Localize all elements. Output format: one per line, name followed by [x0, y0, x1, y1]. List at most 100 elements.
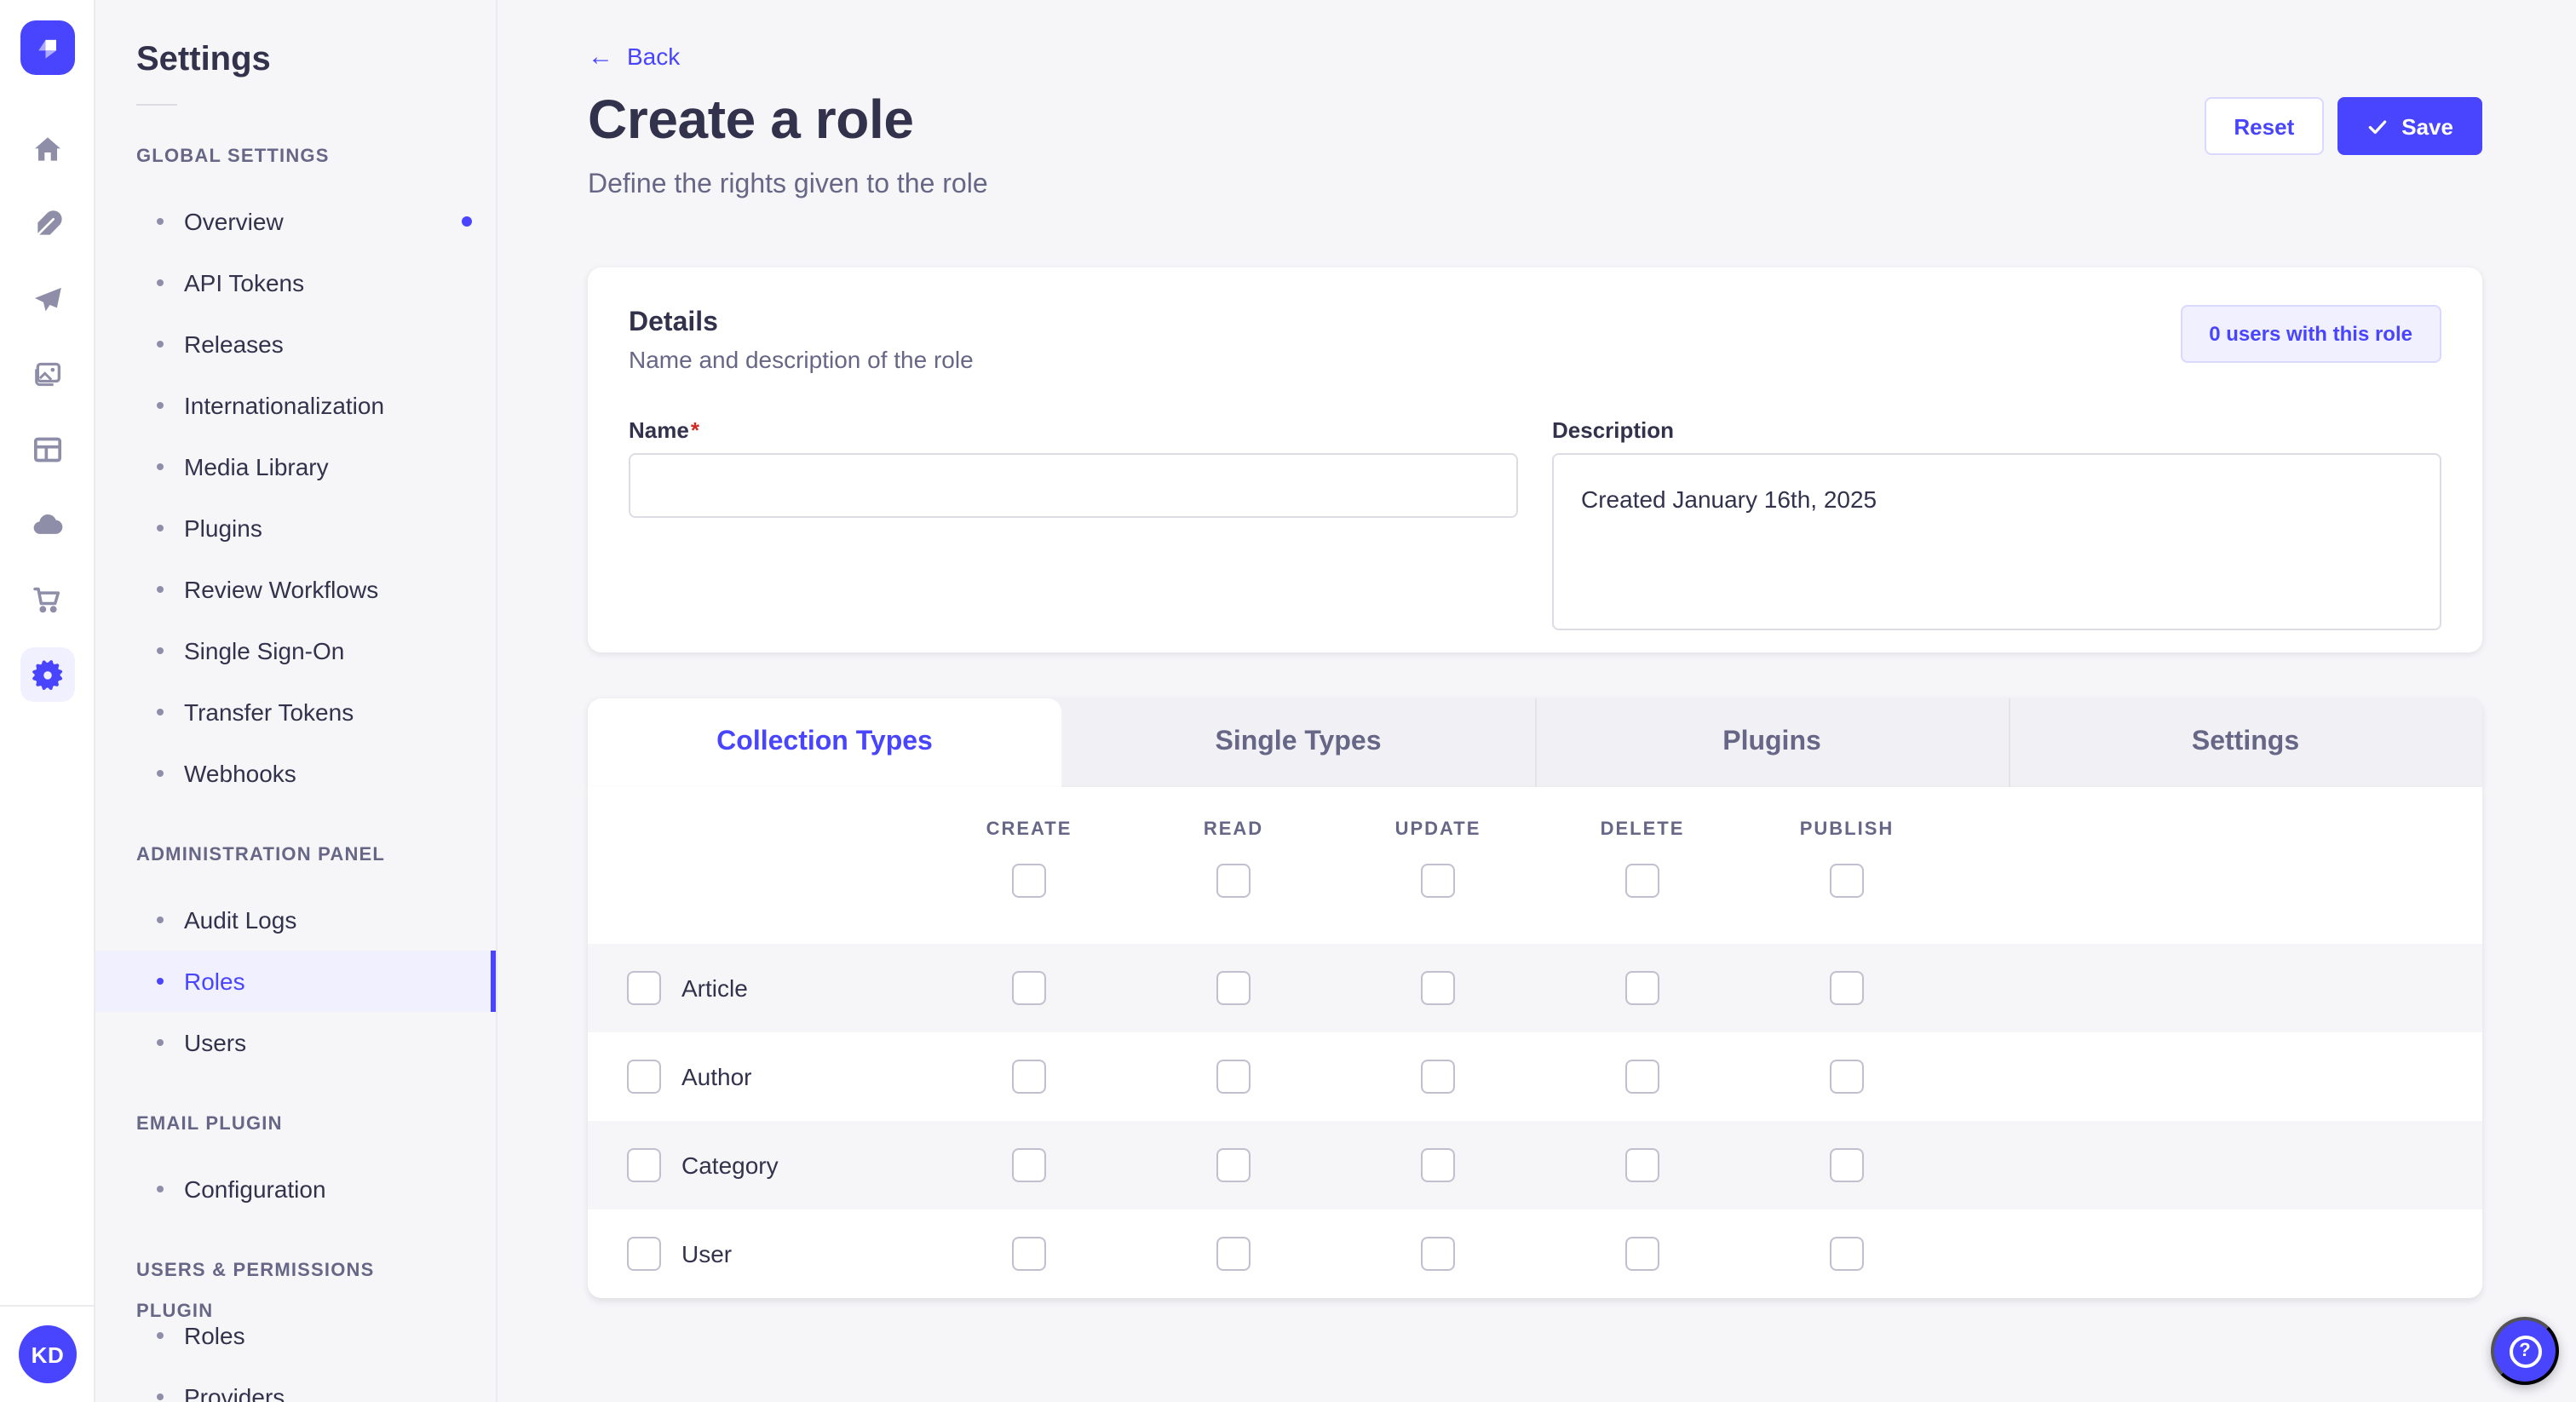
sidebar-item-label: Webhooks — [184, 760, 296, 787]
question-mark-icon: ? — [2509, 1335, 2541, 1367]
checkbox-user-create[interactable] — [1012, 1237, 1046, 1271]
save-button[interactable]: Save — [2337, 97, 2482, 155]
bullet-icon — [157, 341, 164, 348]
shopping-cart-icon[interactable] — [20, 572, 75, 627]
sidebar-item-users[interactable]: Users — [95, 1012, 496, 1073]
checkbox-author-update[interactable] — [1421, 1060, 1455, 1094]
sidebar-item-overview[interactable]: Overview — [95, 191, 496, 252]
select-all-cell — [927, 852, 1131, 910]
sidebar-item-configuration[interactable]: Configuration — [95, 1158, 496, 1220]
checkbox-user-update[interactable] — [1421, 1237, 1455, 1271]
checkbox-user-read[interactable] — [1216, 1237, 1251, 1271]
bullet-icon — [157, 709, 164, 715]
user-avatar[interactable]: KD — [19, 1325, 77, 1383]
sidebar-item-internationalization[interactable]: Internationalization — [95, 375, 496, 436]
description-textarea[interactable]: Created January 16th, 2025 — [1552, 453, 2441, 630]
description-field-group: Description Created January 16th, 2025 — [1552, 417, 2441, 639]
select-all-checkbox-delete[interactable] — [1625, 864, 1659, 898]
reset-button[interactable]: Reset — [2205, 97, 2324, 155]
row-checkbox-category[interactable] — [627, 1148, 661, 1182]
permission-cell — [1131, 1121, 1336, 1210]
checkbox-user-publish[interactable] — [1830, 1237, 1864, 1271]
checkbox-article-publish[interactable] — [1830, 971, 1864, 1005]
bullet-icon — [157, 916, 164, 923]
layout-icon[interactable] — [20, 422, 75, 477]
table-row-user: User — [588, 1210, 2482, 1298]
sidebar-item-webhooks[interactable]: Webhooks — [95, 743, 496, 804]
checkbox-category-create[interactable] — [1012, 1148, 1046, 1182]
column-header-update: UPDATE — [1394, 819, 1481, 840]
cloud-icon[interactable] — [20, 497, 75, 552]
permissions-select-all-row — [927, 852, 1949, 910]
sidebar-item-transfer-tokens[interactable]: Transfer Tokens — [95, 681, 496, 743]
back-link[interactable]: ← Back — [588, 43, 680, 70]
checkbox-category-update[interactable] — [1421, 1148, 1455, 1182]
sidebar-item-media-library[interactable]: Media Library — [95, 436, 496, 497]
checkbox-article-update[interactable] — [1421, 971, 1455, 1005]
select-all-cell — [1745, 852, 1949, 910]
permission-cell — [1131, 1210, 1336, 1298]
permission-cell — [927, 1210, 1131, 1298]
checkbox-category-delete[interactable] — [1625, 1148, 1659, 1182]
select-all-checkbox-update[interactable] — [1421, 864, 1455, 898]
permission-cell — [1540, 1032, 1745, 1121]
table-row-category: Category — [588, 1121, 2482, 1210]
checkbox-author-read[interactable] — [1216, 1060, 1251, 1094]
checkbox-article-create[interactable] — [1012, 971, 1046, 1005]
permission-cell — [927, 1032, 1131, 1121]
feather-icon[interactable] — [20, 198, 75, 252]
sidebar-item-label: Users — [184, 1029, 247, 1056]
details-card: Details Name and description of the role… — [588, 267, 2482, 652]
bullet-icon — [157, 647, 164, 654]
bullet-icon — [157, 770, 164, 777]
permission-cell — [1745, 944, 1949, 1032]
row-permission-cells — [927, 1032, 1949, 1121]
save-label: Save — [2401, 113, 2453, 139]
paper-plane-icon[interactable] — [20, 273, 75, 327]
sidebar-item-providers[interactable]: Providers — [95, 1366, 496, 1402]
checkbox-article-read[interactable] — [1216, 971, 1251, 1005]
tab-plugins[interactable]: Plugins — [1535, 698, 2009, 787]
row-checkbox-article[interactable] — [627, 971, 661, 1005]
checkbox-article-delete[interactable] — [1625, 971, 1659, 1005]
back-arrow-icon: ← — [588, 42, 613, 71]
column-header-delete: DELETE — [1600, 819, 1685, 840]
sidebar-item-label: Review Workflows — [184, 576, 379, 603]
select-all-cell — [1131, 852, 1336, 910]
sidebar-item-single-sign-on[interactable]: Single Sign-On — [95, 620, 496, 681]
help-button[interactable]: ? — [2491, 1317, 2559, 1385]
row-permission-cells — [927, 944, 1949, 1032]
details-subheading: Name and description of the role — [629, 346, 974, 373]
select-all-checkbox-create[interactable] — [1012, 864, 1046, 898]
home-icon[interactable] — [20, 123, 75, 177]
name-input[interactable] — [629, 453, 1518, 518]
sidebar-item-review-workflows[interactable]: Review Workflows — [95, 559, 496, 620]
tab-single-types[interactable]: Single Types — [1215, 727, 1382, 756]
strapi-logo[interactable] — [20, 20, 75, 75]
row-checkbox-author[interactable] — [627, 1060, 661, 1094]
bullet-icon — [157, 218, 164, 225]
settings-gear-icon[interactable] — [20, 647, 75, 702]
checkbox-category-publish[interactable] — [1830, 1148, 1864, 1182]
checkbox-author-create[interactable] — [1012, 1060, 1046, 1094]
media-library-icon[interactable] — [20, 348, 75, 402]
sidebar-item-releases[interactable]: Releases — [95, 313, 496, 375]
select-all-checkbox-read[interactable] — [1216, 864, 1251, 898]
checkbox-user-delete[interactable] — [1625, 1237, 1659, 1271]
sidebar-item-roles[interactable]: Roles — [95, 951, 496, 1012]
row-checkbox-user[interactable] — [627, 1237, 661, 1271]
tab-settings[interactable]: Settings — [2009, 698, 2482, 787]
select-all-cell — [1336, 852, 1540, 910]
column-header-publish: PUBLISH — [1799, 819, 1895, 840]
sidebar-item-plugins[interactable]: Plugins — [95, 497, 496, 559]
checkbox-author-delete[interactable] — [1625, 1060, 1659, 1094]
users-with-role-button[interactable]: 0 users with this role — [2180, 305, 2441, 363]
permission-cell — [1336, 1121, 1540, 1210]
sidebar-item-roles[interactable]: Roles — [95, 1305, 496, 1366]
sidebar-item-api-tokens[interactable]: API Tokens — [95, 252, 496, 313]
select-all-checkbox-publish[interactable] — [1830, 864, 1864, 898]
checkbox-category-read[interactable] — [1216, 1148, 1251, 1182]
sidebar-item-audit-logs[interactable]: Audit Logs — [95, 889, 496, 951]
tab-collection-types[interactable]: Collection Types — [588, 698, 1061, 787]
checkbox-author-publish[interactable] — [1830, 1060, 1864, 1094]
